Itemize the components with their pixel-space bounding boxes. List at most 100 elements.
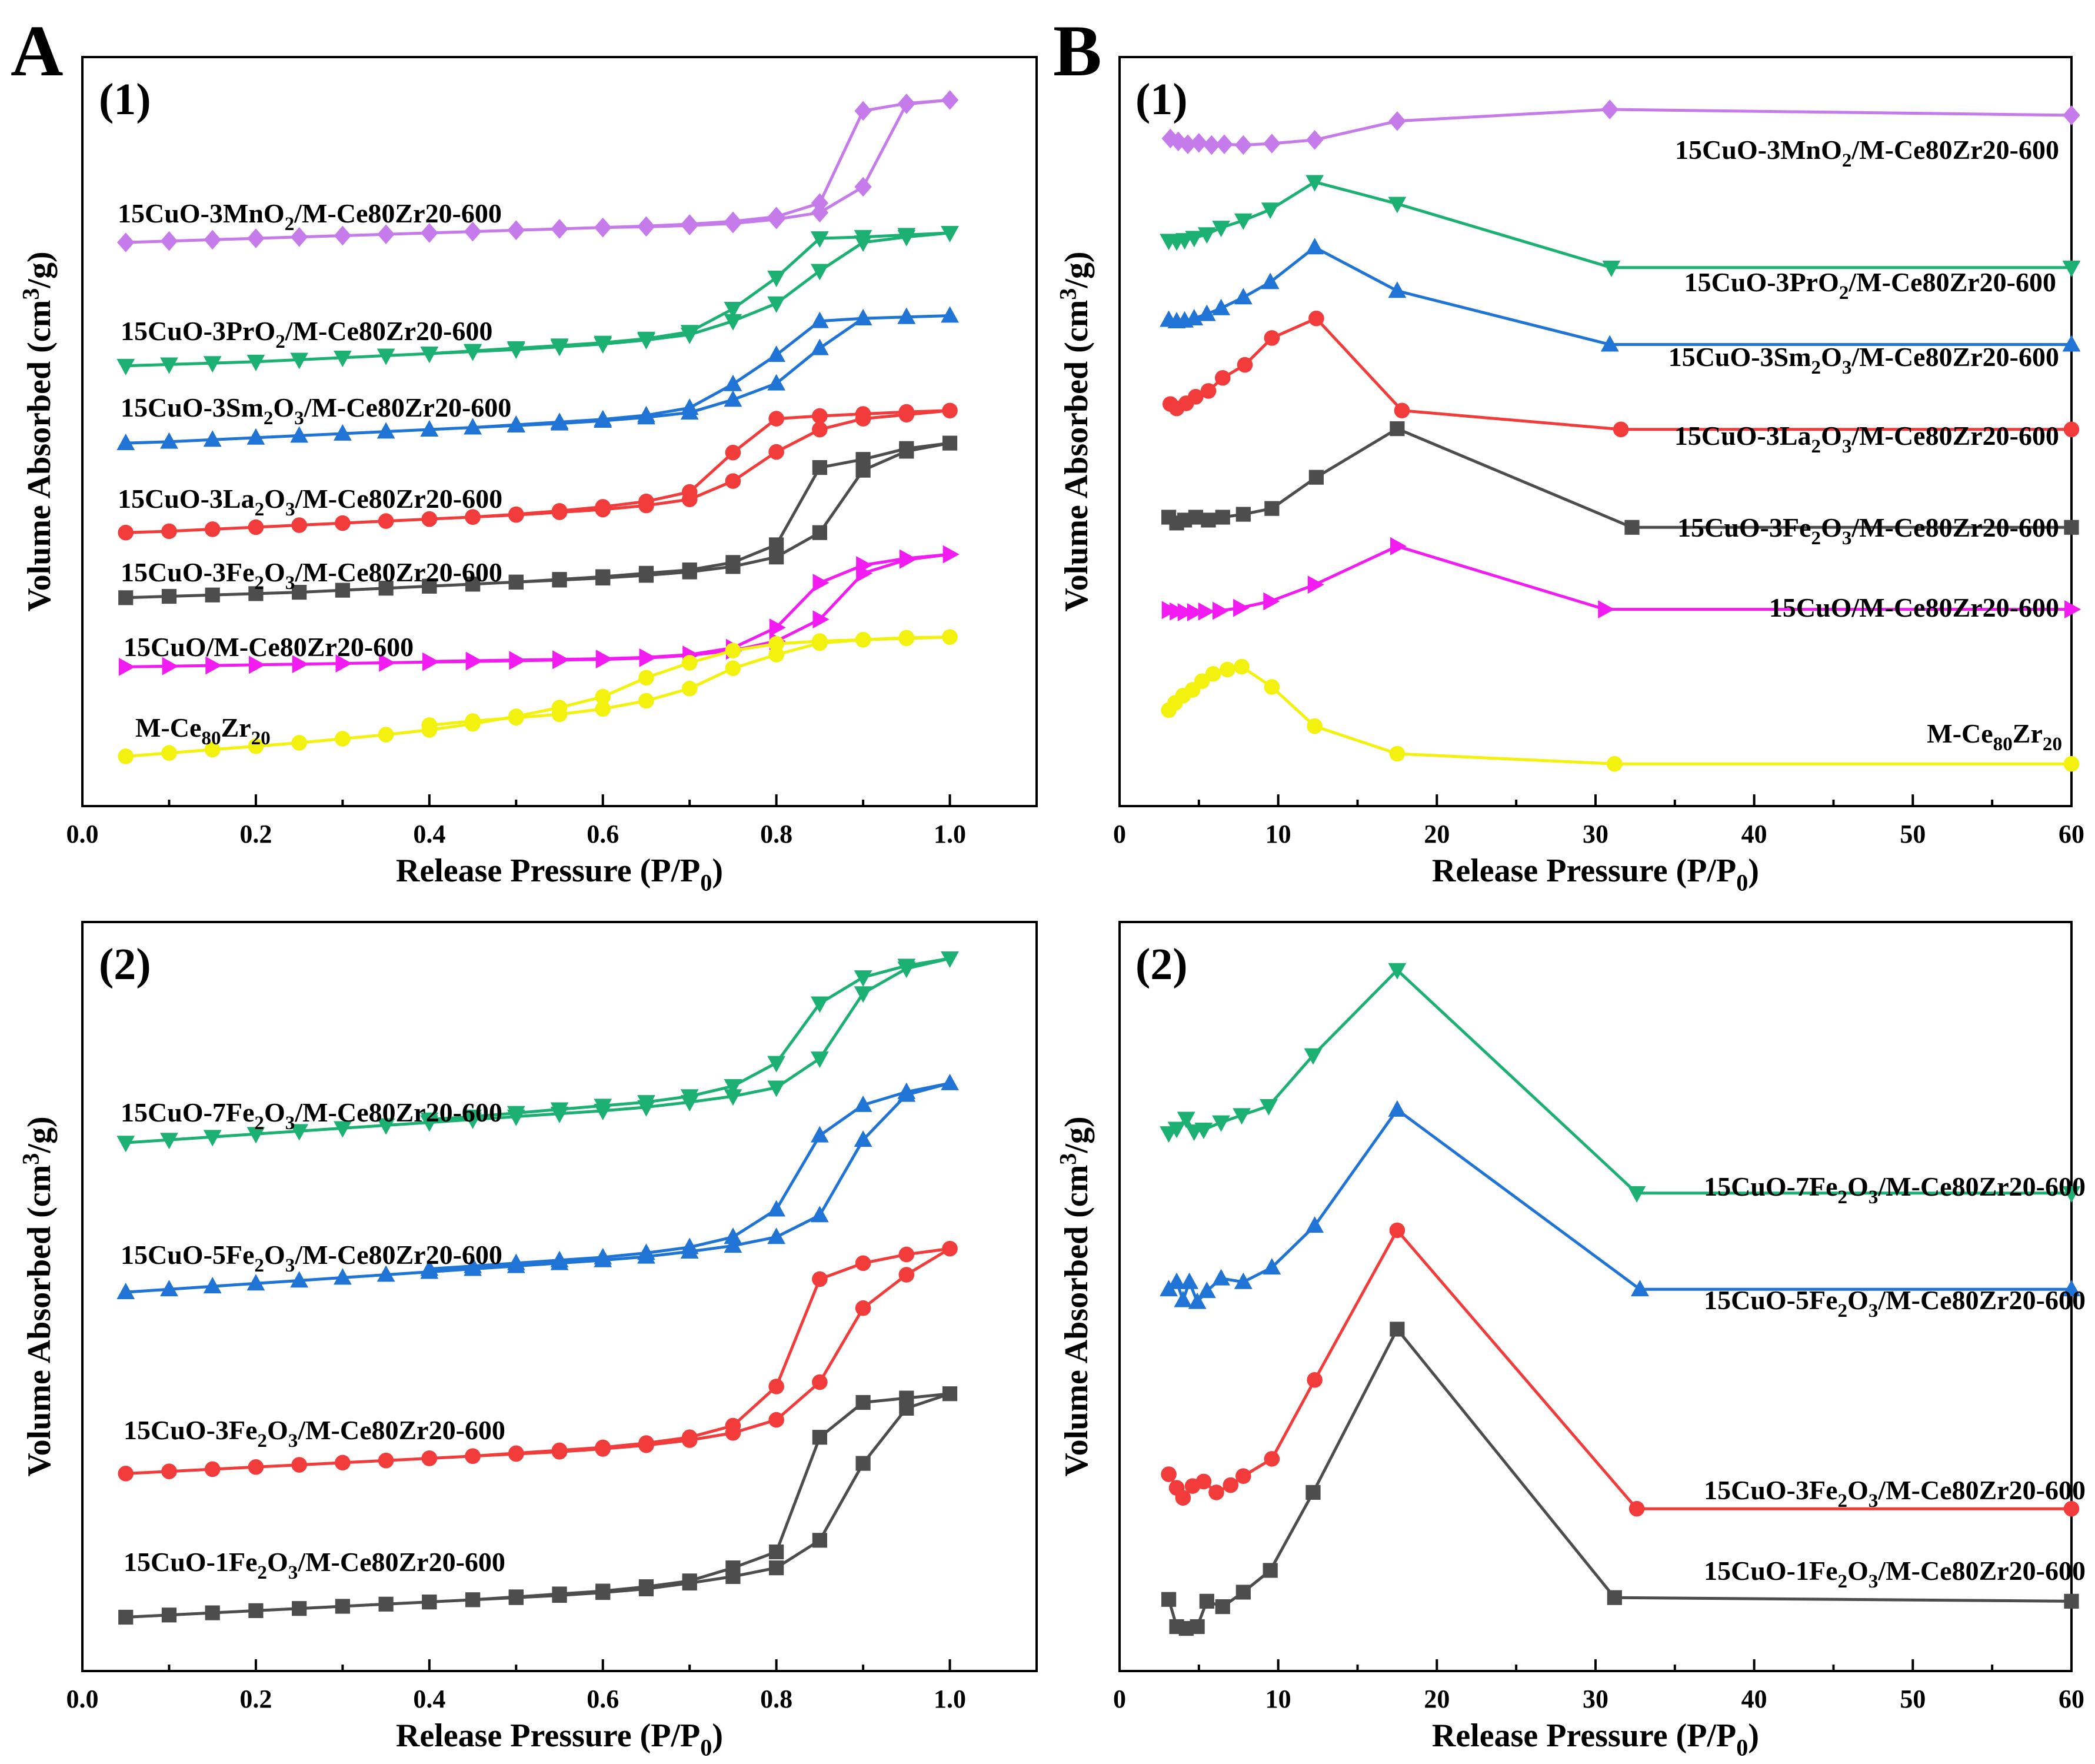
x-tick-label: 50	[1900, 1685, 1926, 1713]
data-point	[378, 513, 394, 529]
data-point	[639, 648, 656, 667]
data-point	[204, 229, 221, 250]
series-label: 15CuO-1Fe2O3/M-Ce80Zr20-600	[124, 1547, 505, 1583]
data-point	[118, 1609, 134, 1625]
data-point	[856, 556, 873, 574]
series-label: 15CuO-3Fe2O3/M-Ce80Zr20-600	[1677, 512, 2059, 549]
data-point	[290, 1271, 309, 1288]
data-point	[1161, 128, 1179, 149]
data-point	[594, 410, 612, 427]
x-axis-title: Release Pressure (P/P0)	[396, 853, 723, 896]
data-point	[724, 1089, 742, 1106]
data-point	[204, 521, 221, 537]
data-point	[290, 227, 308, 247]
data-point	[550, 338, 569, 355]
data-point	[247, 428, 265, 445]
data-point	[465, 577, 481, 592]
data-point	[116, 1283, 135, 1300]
data-point	[1624, 520, 1640, 535]
data-point	[160, 357, 178, 374]
data-point	[1214, 370, 1231, 386]
data-point	[942, 435, 958, 451]
data-point	[422, 652, 439, 671]
y-axis-title: Volume Absorbed (cm3/g)	[17, 1116, 58, 1476]
series-red	[1162, 310, 2080, 438]
data-point	[595, 499, 611, 515]
data-point	[333, 1121, 352, 1138]
data-point	[812, 421, 828, 438]
data-point	[1220, 661, 1235, 678]
data-point	[1215, 1599, 1230, 1615]
data-point	[767, 1056, 786, 1073]
data-point	[248, 1603, 264, 1618]
data-point	[638, 670, 654, 686]
x-tick-label: 40	[1741, 820, 1767, 848]
series-label: M-Ce80Zr20	[135, 713, 271, 749]
data-point	[161, 745, 177, 761]
series-label: 15CuO-3La2O3/M-Ce80Zr20-600	[118, 484, 502, 520]
data-point	[1212, 601, 1229, 620]
x-tick-label: 0.2	[239, 1685, 272, 1713]
data-point	[941, 225, 959, 242]
data-point	[1263, 1258, 1281, 1275]
data-point	[725, 1417, 741, 1434]
data-point	[855, 1300, 871, 1316]
data-point	[1208, 1485, 1224, 1500]
data-point	[767, 1200, 786, 1217]
series-label: 15CuO-3MnO2/M-Ce80Zr20-600	[1675, 135, 2059, 171]
data-point	[335, 654, 352, 673]
data-point	[1185, 309, 1204, 326]
data-point	[725, 660, 741, 676]
data-point	[897, 1082, 916, 1099]
data-point	[507, 1106, 525, 1123]
data-point	[897, 307, 916, 324]
data-point	[768, 647, 784, 663]
data-point	[420, 1112, 439, 1129]
series-line	[125, 1081, 951, 1294]
data-point	[379, 654, 396, 672]
data-point	[854, 177, 872, 197]
data-point	[898, 404, 915, 420]
data-point	[1167, 1272, 1186, 1289]
data-point	[465, 713, 481, 729]
data-point	[1185, 231, 1204, 248]
data-point	[725, 444, 741, 461]
series-label: 15CuO-3La2O3/M-Ce80Zr20-600	[1674, 421, 2059, 457]
series-label: 15CuO/M-Ce80Zr20-600	[124, 632, 414, 662]
data-point	[509, 651, 526, 670]
data-point	[160, 1280, 178, 1297]
data-point	[725, 473, 741, 489]
data-point	[1233, 598, 1250, 617]
data-point	[420, 1259, 439, 1276]
data-point	[422, 1594, 437, 1610]
data-point	[161, 1463, 177, 1479]
data-point	[378, 1452, 394, 1469]
data-point	[465, 509, 481, 525]
data-point	[203, 356, 222, 373]
data-point	[810, 996, 829, 1013]
data-point	[595, 569, 611, 584]
data-point	[508, 574, 524, 590]
data-point	[1602, 260, 1621, 277]
data-point	[595, 1439, 611, 1456]
data-point	[116, 433, 135, 450]
data-point	[595, 701, 611, 717]
data-point	[1607, 755, 1623, 772]
data-point	[724, 314, 742, 331]
data-point	[551, 219, 568, 239]
data-point	[854, 1130, 872, 1147]
data-point	[681, 484, 698, 500]
data-point	[769, 1544, 784, 1560]
x-tick-label: 0.8	[760, 1685, 792, 1713]
data-point	[768, 411, 784, 427]
data-point	[1188, 389, 1204, 405]
data-point	[724, 1227, 742, 1244]
data-point	[725, 1560, 741, 1576]
series-blue	[116, 1073, 959, 1300]
data-point	[160, 432, 178, 449]
data-point	[507, 415, 525, 432]
data-point	[420, 347, 439, 364]
data-point	[1188, 510, 1204, 525]
data-point	[335, 1599, 350, 1614]
data-point	[1305, 1216, 1324, 1233]
